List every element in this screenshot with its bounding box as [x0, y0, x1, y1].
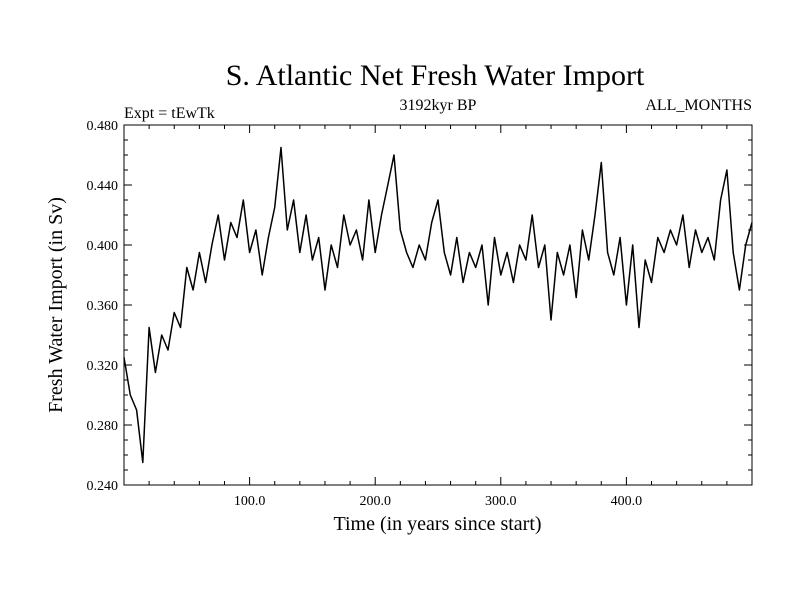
- y-tick-label: 0.440: [87, 179, 119, 194]
- plot-frame: [123, 124, 753, 486]
- y-tick-label: 0.400: [87, 239, 119, 254]
- chart-title: S. Atlantic Net Fresh Water Import: [226, 59, 645, 92]
- y-tick-label: 0.320: [87, 359, 119, 374]
- y-axis-label: Fresh Water Import (in Sv): [45, 197, 67, 413]
- x-tick-label: 300.0: [485, 494, 517, 509]
- time-period-label: 3192kyr BP: [400, 97, 477, 114]
- y-tick-label: 0.480: [87, 119, 119, 134]
- series-line: [123, 146, 753, 464]
- x-tick-label: 100.0: [234, 494, 266, 509]
- experiment-label: Expt = tEwTk: [124, 105, 215, 122]
- x-axis-label: Time (in years since start): [333, 513, 541, 535]
- y-axis: 0.240 0.280 0.320 0.360 0.400 0.440 0.480: [87, 119, 752, 494]
- months-label: ALL_MONTHS: [645, 97, 752, 114]
- y-tick-label: 0.360: [87, 299, 119, 314]
- y-tick-label: 0.280: [87, 419, 119, 434]
- x-tick-label: 200.0: [359, 494, 391, 509]
- x-tick-label: 400.0: [611, 494, 643, 509]
- y-tick-label: 0.240: [87, 479, 119, 494]
- x-axis: 100.0 200.0 300.0 400.0: [123, 125, 753, 509]
